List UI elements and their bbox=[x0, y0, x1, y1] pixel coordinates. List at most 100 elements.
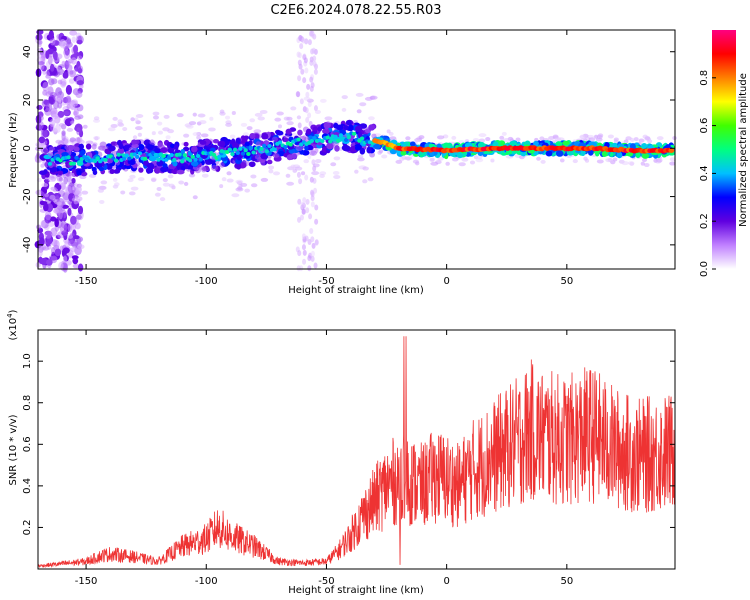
spectrogram-y-tick-label: -40 bbox=[22, 237, 33, 253]
spectrogram-cell bbox=[55, 139, 62, 144]
spectrogram-cell bbox=[230, 152, 235, 157]
spectrogram-cell bbox=[357, 131, 363, 139]
spectrogram-cell bbox=[169, 153, 174, 158]
spectrogram-cell bbox=[61, 137, 69, 145]
spectrogram-cell bbox=[137, 151, 143, 156]
spectrogram-cell bbox=[199, 140, 207, 145]
spectrogram-cell bbox=[640, 161, 645, 166]
spectrogram-cell bbox=[219, 109, 225, 114]
spectrogram-cell bbox=[176, 169, 185, 175]
spectrogram-cell bbox=[268, 169, 274, 174]
spectrogram-cell bbox=[311, 171, 320, 176]
spectrogram-cell bbox=[356, 109, 362, 114]
spectrogram-cell bbox=[285, 128, 292, 135]
spectrogram-cell bbox=[163, 114, 170, 119]
spectrogram-cell bbox=[283, 116, 290, 121]
spectrogram-cell bbox=[333, 174, 341, 179]
spectrogram-cell bbox=[354, 125, 363, 133]
snr-x-tick-label: 0 bbox=[443, 576, 449, 587]
spectrogram-cell bbox=[131, 139, 138, 145]
spectrogram-cell bbox=[647, 139, 653, 144]
spectrogram-cell bbox=[201, 173, 209, 178]
spectrogram-cell bbox=[52, 127, 58, 132]
spectrogram-cell bbox=[176, 113, 184, 118]
spectrogram-cell bbox=[613, 137, 619, 142]
spectrogram-cell bbox=[208, 127, 216, 132]
spectrogram-cell bbox=[162, 182, 171, 187]
snr-x-ticks: -150 -100 -50 0 50 bbox=[75, 330, 573, 587]
spectrogram-cell bbox=[54, 218, 59, 228]
spectrogram-cell bbox=[418, 135, 425, 140]
spectrogram-cell bbox=[310, 82, 315, 89]
spectrogram-cell bbox=[437, 156, 444, 161]
spectrogram-cell bbox=[240, 122, 248, 127]
spectrogram-cell bbox=[451, 157, 459, 162]
spectrogram-cell bbox=[288, 148, 296, 154]
spectrogram-cell bbox=[303, 57, 308, 64]
spectrogram-cell bbox=[56, 145, 62, 151]
spectrogram-cell bbox=[75, 190, 81, 195]
spectrogram-cell bbox=[77, 65, 84, 74]
spectrogram-cell bbox=[312, 136, 317, 141]
spectrogram-cell bbox=[333, 134, 338, 139]
spectrogram-cell bbox=[260, 177, 269, 182]
spectrogram-x-tick-label: 0 bbox=[443, 276, 449, 287]
spectrogram-cell bbox=[268, 165, 275, 170]
spectrogram-cell bbox=[300, 68, 305, 75]
spectrogram-cell bbox=[656, 136, 664, 141]
spectrogram-cell bbox=[336, 138, 341, 143]
spectrogram-cell bbox=[313, 105, 318, 112]
spectrogram-cell bbox=[135, 113, 144, 118]
spectrogram-cell bbox=[301, 244, 306, 251]
spectrogram-cell bbox=[302, 258, 307, 265]
spectrogram-cell bbox=[304, 67, 309, 74]
spectrogram-cell bbox=[643, 163, 650, 168]
spectrogram-cell bbox=[314, 109, 321, 114]
spectrogram-cell bbox=[165, 135, 171, 140]
spectrogram-cell bbox=[65, 260, 72, 266]
colorbar-tick-label: 0.0 bbox=[699, 261, 710, 277]
spectrogram-cell bbox=[305, 198, 310, 205]
spectrogram-cell bbox=[71, 177, 76, 184]
spectrogram-cell bbox=[485, 137, 491, 142]
spectrogram-cell bbox=[299, 214, 304, 221]
spectrogram-cell bbox=[225, 122, 233, 127]
spectrogram-cell bbox=[277, 140, 283, 145]
spectrogram-cell bbox=[555, 150, 564, 157]
colorbar-tick-label: 0.4 bbox=[699, 165, 710, 181]
spectrogram-cell bbox=[54, 115, 61, 124]
spectrogram-cell bbox=[159, 197, 166, 202]
spectrogram-cell bbox=[297, 250, 302, 257]
spectrogram-cell bbox=[146, 162, 155, 169]
spectrogram-cell bbox=[72, 257, 79, 265]
spectrogram-cell bbox=[251, 150, 256, 155]
spectrogram-cell bbox=[341, 144, 350, 152]
spectrogram-cell bbox=[227, 147, 233, 152]
spectrogram-cell bbox=[409, 141, 416, 147]
spectrogram-x-label: Height of straight line (km) bbox=[288, 285, 424, 296]
spectrogram-cell bbox=[320, 98, 327, 103]
spectrogram-cell bbox=[92, 169, 98, 176]
spectrogram-cell bbox=[56, 201, 63, 206]
spectrogram-cell bbox=[152, 111, 160, 116]
spectrogram-cell bbox=[59, 38, 67, 49]
spectrogram-cell bbox=[157, 130, 164, 135]
spectrogram-cell bbox=[257, 116, 265, 121]
snr-x-tick-label: 50 bbox=[560, 576, 573, 587]
spectrogram-cell bbox=[40, 257, 48, 266]
colorbar-tick-label: 0.8 bbox=[699, 70, 710, 86]
spectrogram-cell bbox=[66, 155, 71, 160]
spectrogram-cell bbox=[291, 152, 298, 159]
spectrogram-cell bbox=[57, 110, 65, 118]
spectrogram-cell bbox=[354, 144, 361, 151]
spectrogram-cell bbox=[77, 55, 83, 60]
spectrogram-cell bbox=[57, 79, 63, 85]
spectrogram-cell bbox=[305, 207, 310, 214]
spectrogram-cell bbox=[283, 144, 288, 149]
spectrogram-cell bbox=[499, 135, 505, 140]
spectrogram-cell bbox=[285, 173, 291, 178]
spectrogram-cell bbox=[46, 237, 53, 247]
spectrogram-cell bbox=[78, 143, 84, 150]
spectrogram-cell bbox=[334, 145, 340, 152]
spectrogram-cell bbox=[490, 158, 495, 163]
